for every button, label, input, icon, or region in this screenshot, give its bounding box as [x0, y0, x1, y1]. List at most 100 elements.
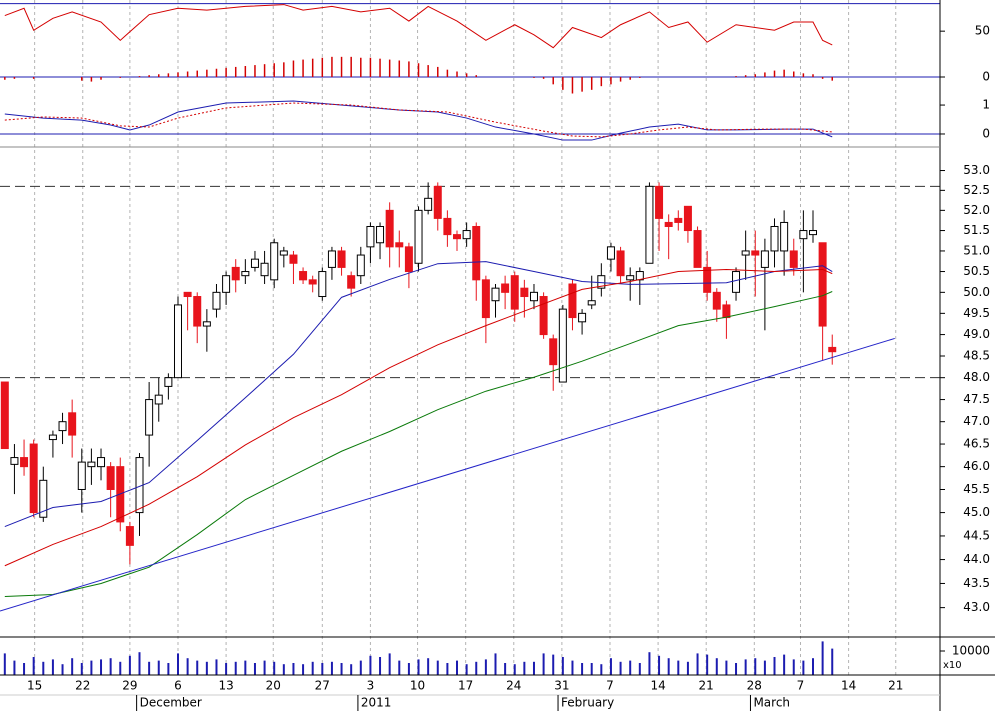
- month-label: March: [753, 696, 790, 710]
- candle-body: [193, 296, 202, 327]
- candle-body: [154, 394, 163, 405]
- y-tick-label: 43.5: [963, 576, 990, 590]
- series-line: [4, 4, 833, 49]
- candle-body: [212, 291, 221, 310]
- candle-body: [145, 399, 154, 436]
- candle-body: [818, 242, 827, 327]
- x-tick-label: 7: [606, 679, 614, 693]
- candle-body: [48, 434, 57, 441]
- candle-body: [279, 250, 288, 256]
- candle-body: [664, 221, 673, 227]
- candle-body: [10, 457, 19, 465]
- x-tick-label: 6: [174, 679, 182, 693]
- y-tick-label: 50: [975, 24, 990, 38]
- candle-body: [751, 250, 760, 256]
- candle-body: [510, 275, 519, 310]
- y-tick-label: 51.0: [963, 243, 990, 257]
- y-tick-label: 48.0: [963, 370, 990, 384]
- candle-body: [164, 377, 173, 387]
- candle-body: [549, 338, 558, 366]
- y-tick-label: 51.5: [963, 223, 990, 237]
- x-tick-label: 20: [266, 679, 281, 693]
- candle-body: [732, 271, 741, 293]
- y-tick-label: 50.0: [963, 285, 990, 299]
- candle-body: [289, 254, 298, 264]
- candle-body: [712, 291, 721, 310]
- series-line: [4, 100, 833, 141]
- y-tick-label: 45.0: [963, 505, 990, 519]
- month-label: February: [561, 696, 614, 710]
- y-tick-label: 0: [982, 126, 990, 140]
- candle-body: [327, 250, 336, 268]
- candle-body: [674, 217, 683, 223]
- y-tick-label: 52.5: [963, 183, 990, 197]
- y-tick-label: 44.0: [963, 552, 990, 566]
- candle-body: [799, 230, 808, 240]
- candle-body: [626, 275, 635, 281]
- x-tick-label: 27: [315, 679, 330, 693]
- candle-body: [356, 254, 365, 277]
- x-tick-label: 14: [650, 679, 665, 693]
- candle-body: [58, 421, 67, 432]
- x-tick-label: 14: [841, 679, 856, 693]
- y-tick-label: 50.5: [963, 264, 990, 278]
- candle-body: [722, 304, 731, 319]
- candle-body: [645, 185, 654, 264]
- candle-body: [741, 250, 750, 256]
- y-tick-label: 49.0: [963, 327, 990, 341]
- candle-body: [318, 271, 327, 298]
- x-tick-label: 15: [27, 679, 42, 693]
- candle-body: [308, 279, 317, 285]
- y-tick-label: 46.0: [963, 459, 990, 473]
- candle-body: [770, 225, 779, 252]
- candle-body: [808, 230, 817, 236]
- x-tick-label: 21: [699, 679, 714, 693]
- candle-body: [789, 250, 798, 268]
- y-tick-label: 52.0: [963, 203, 990, 217]
- candle-body: [472, 225, 481, 281]
- candle-body: [77, 461, 86, 490]
- candle-body: [231, 266, 240, 281]
- candle-body: [453, 234, 462, 240]
- candle-body: [173, 304, 182, 379]
- candle-body: [828, 346, 837, 353]
- candle-body: [587, 300, 596, 306]
- grid-layer: [34, 0, 897, 675]
- candle-body: [462, 230, 471, 240]
- candle-body: [260, 262, 269, 277]
- candle-body: [760, 250, 769, 268]
- candle-body: [404, 246, 413, 273]
- plot-layer: [0, 3, 940, 675]
- candle-body: [578, 312, 587, 323]
- x-tick-label: 29: [122, 679, 137, 693]
- candle-body: [539, 296, 548, 336]
- candle-body: [106, 466, 115, 490]
- candle-body: [250, 258, 259, 268]
- y-tick-label: 45.5: [963, 482, 990, 496]
- candle-body: [337, 250, 346, 268]
- month-label: 2011: [361, 696, 392, 710]
- x-tick-label: 17: [458, 679, 473, 693]
- candle-body: [481, 279, 490, 319]
- y-tick-label: 49.5: [963, 306, 990, 320]
- candle-body: [558, 308, 567, 383]
- candle-body: [68, 412, 77, 436]
- candle-body: [443, 217, 452, 236]
- candle-body: [683, 205, 692, 232]
- candle-body: [520, 287, 529, 298]
- x-tick-label: 24: [506, 679, 521, 693]
- series-line: [0, 337, 895, 612]
- x-tick-label: 13: [218, 679, 233, 693]
- candle-body: [87, 461, 96, 468]
- candle-body: [568, 283, 577, 319]
- candle-body: [597, 275, 606, 289]
- candle-body: [183, 291, 192, 298]
- x-tick-label: 10: [410, 679, 425, 693]
- x-tick-label: 31: [554, 679, 569, 693]
- series-line: [4, 268, 833, 567]
- candle-body: [385, 209, 394, 248]
- y-unit-label: x10: [943, 660, 962, 671]
- y-tick-label: 44.5: [963, 528, 990, 542]
